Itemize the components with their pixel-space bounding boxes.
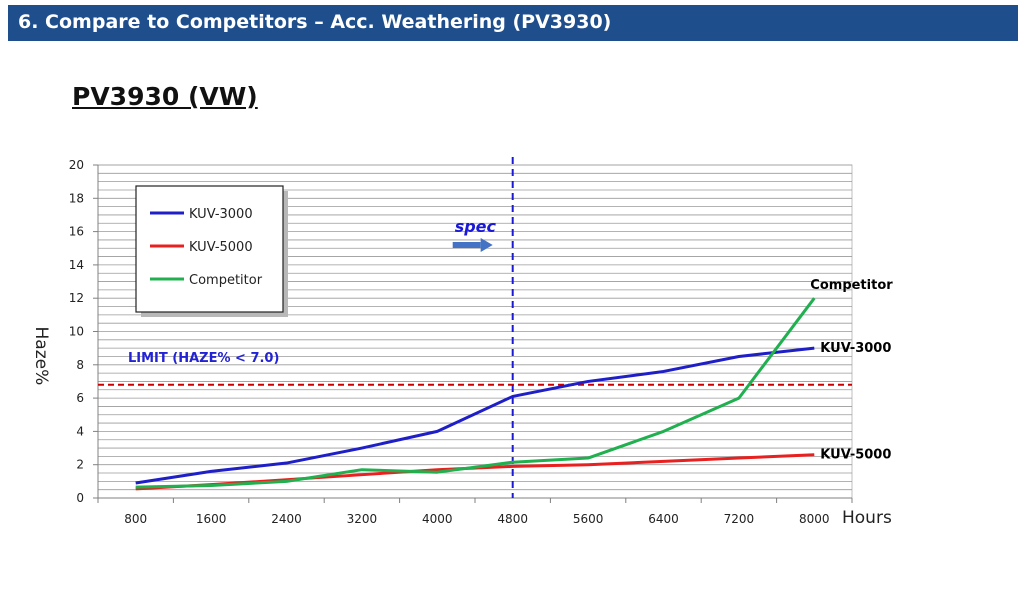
x-tick-label: 7200 — [724, 512, 755, 526]
legend-box — [135, 185, 284, 313]
end-label-kuv-3000: KUV-3000 — [820, 341, 891, 356]
x-axis-title: Hours — [842, 508, 892, 528]
x-tick-label: 2400 — [271, 512, 302, 526]
spec-label: spec — [455, 217, 497, 236]
y-tick-label: 14 — [69, 258, 84, 272]
x-tick-label: 3200 — [347, 512, 378, 526]
y-tick-label: 12 — [69, 291, 84, 305]
y-tick-label: 10 — [69, 325, 84, 339]
legend-label-competitor: Competitor — [189, 273, 263, 288]
header-title: 6. Compare to Competitors – Acc. Weather… — [18, 11, 612, 33]
x-tick-label: 5600 — [573, 512, 604, 526]
end-label-competitor: Competitor — [810, 278, 893, 293]
x-tick-label: 4800 — [497, 512, 528, 526]
y-tick-label: 18 — [69, 191, 84, 205]
series-line-competitor — [135, 297, 816, 489]
y-tick-label: 4 — [76, 424, 84, 438]
x-tick-label: 8000 — [799, 512, 830, 526]
y-tick-label: 0 — [76, 491, 84, 505]
y-tick-label: 8 — [76, 358, 84, 372]
legend-label-kuv-5000: KUV-5000 — [189, 240, 253, 255]
y-axis-title: Haze% — [31, 327, 51, 386]
series-line-kuv-3000 — [135, 346, 815, 485]
x-tick-label: 1600 — [196, 512, 227, 526]
x-tick-label: 4000 — [422, 512, 453, 526]
legend-label-kuv-3000: KUV-3000 — [189, 207, 253, 222]
x-tick-label: 6400 — [648, 512, 679, 526]
end-label-kuv-5000: KUV-5000 — [820, 448, 891, 463]
spec-arrow-head — [480, 238, 493, 252]
spec-arrow-shaft — [452, 242, 481, 248]
x-tick-label: 800 — [124, 512, 147, 526]
header-bar: 6. Compare to Competitors – Acc. Weather… — [8, 5, 1018, 41]
y-tick-label: 2 — [76, 458, 84, 472]
y-tick-label: 6 — [76, 391, 84, 405]
y-tick-label: 20 — [69, 158, 84, 172]
page-subtitle: PV3930 (VW) — [72, 82, 258, 111]
limit-label: LIMIT (HAZE% < 7.0) — [128, 351, 279, 366]
y-tick-label: 16 — [69, 225, 84, 239]
